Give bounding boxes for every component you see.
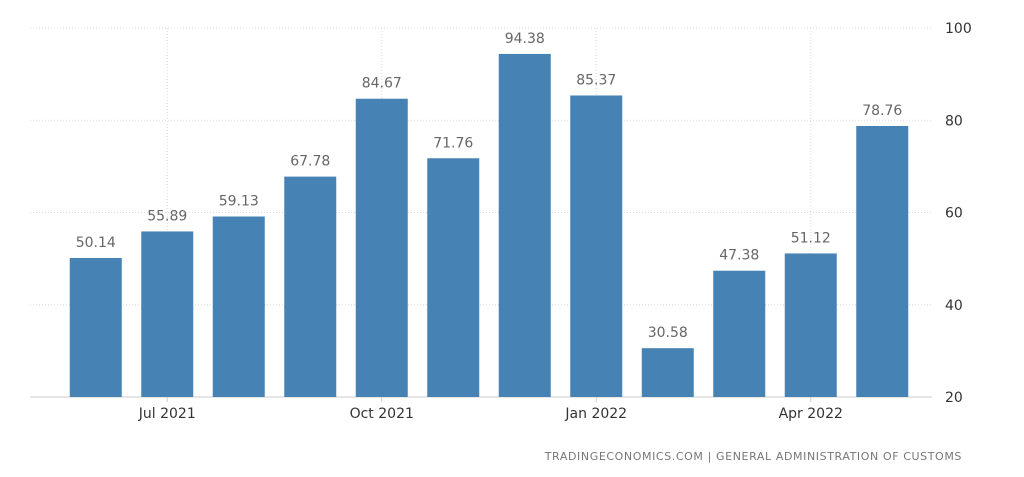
- bar: [141, 231, 194, 397]
- bar: [284, 176, 337, 397]
- x-tick-label: Jan 2022: [564, 406, 627, 422]
- value-labels: 50.14 55.89 59.13 67.78 84.67 71.76 94.38 85.37…: [76, 31, 903, 341]
- x-axis-ticks: Jul 2021 Oct 2021 Jan 2022 Apr 2022: [138, 397, 843, 422]
- y-tick-label: 80: [945, 113, 963, 129]
- bar-value-label: 30.58: [648, 325, 688, 341]
- bar-value-label: 51.12: [791, 230, 831, 246]
- bar-value-label: 94.38: [505, 31, 545, 47]
- bar-value-label: 50.14: [76, 235, 116, 251]
- bar-value-label: 67.78: [290, 154, 330, 170]
- x-tick-label: Jul 2021: [138, 406, 196, 422]
- bar-value-label: 78.76: [862, 103, 902, 119]
- bar: [498, 53, 551, 398]
- bar: [641, 348, 694, 397]
- x-tick-label: Apr 2022: [779, 406, 843, 422]
- bar: [856, 125, 909, 398]
- bar-value-label: 71.76: [433, 135, 473, 151]
- y-tick-label: 100: [945, 21, 972, 37]
- source-credit: TRADINGECONOMICS.COM | GENERAL ADMINISTR…: [544, 450, 962, 463]
- bar: [69, 257, 122, 397]
- bars: [69, 53, 909, 398]
- bar: [427, 158, 480, 397]
- bar: [570, 95, 623, 398]
- bar-value-label: 47.38: [719, 248, 759, 264]
- y-tick-label: 40: [945, 298, 963, 314]
- bar-value-label: 59.13: [219, 194, 259, 210]
- bar-value-label: 84.67: [362, 76, 402, 92]
- bar: [713, 270, 766, 397]
- bar-value-label: 85.37: [576, 72, 616, 88]
- y-tick-label: 20: [945, 390, 963, 406]
- bar: [355, 98, 408, 397]
- bar: [212, 216, 265, 397]
- bar: [784, 253, 837, 397]
- x-tick-label: Oct 2021: [350, 406, 414, 422]
- y-axis-ticks: 20 40 60 80 100: [945, 21, 972, 406]
- y-tick-label: 60: [945, 206, 963, 222]
- bar-value-label: 55.89: [147, 208, 187, 224]
